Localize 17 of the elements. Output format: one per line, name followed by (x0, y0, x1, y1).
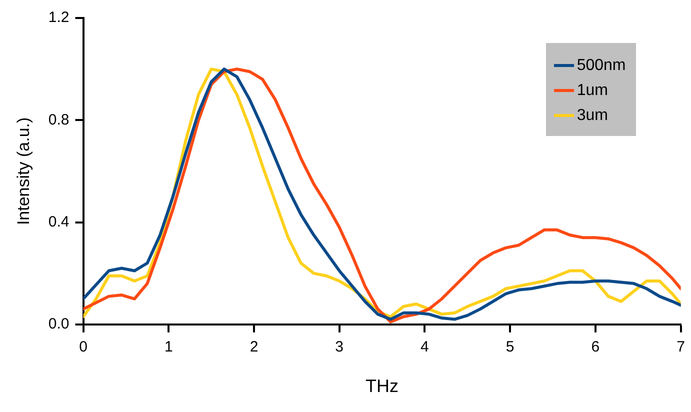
y-tick-label: 0.0 (48, 316, 70, 333)
y-axis-title: Intensity (a.u.) (14, 117, 33, 226)
x-tick-label: 5 (506, 338, 514, 356)
y-tick-label: 0.8 (48, 111, 70, 128)
legend-label: 1um (576, 82, 608, 100)
x-tick-label: 2 (250, 338, 258, 356)
x-tick-label: 6 (591, 338, 600, 356)
y-tick-label: 0.4 (48, 213, 70, 230)
y-tick-label: 1.2 (48, 9, 70, 26)
x-tick-label: 3 (335, 338, 344, 356)
x-tick-label: 1 (164, 338, 173, 356)
legend-label: 500nm (576, 56, 626, 74)
x-tick-label: 0 (79, 338, 88, 356)
x-axis-title: THz (366, 376, 399, 396)
x-tick-label: 7 (676, 338, 685, 356)
x-tick-label: 4 (420, 338, 429, 356)
legend-label: 3um (576, 106, 608, 124)
